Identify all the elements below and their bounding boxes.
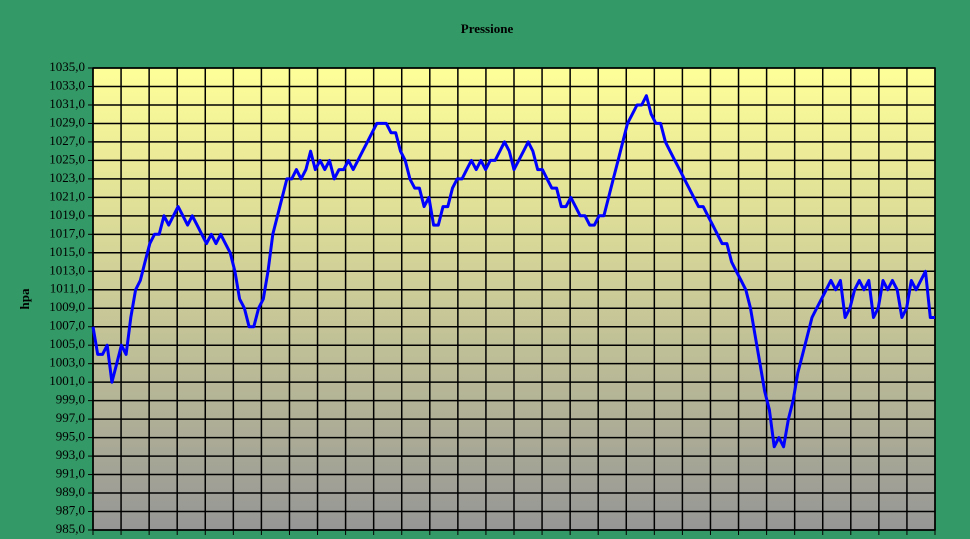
y-tick-label: 991,0: [56, 466, 85, 481]
y-tick-label: 1007,0: [49, 318, 85, 333]
y-tick-label: 1035,0: [49, 59, 85, 74]
y-tick-label: 1017,0: [49, 225, 85, 240]
y-tick-label: 1001,0: [49, 373, 85, 388]
data-line: [91, 94, 935, 449]
y-tick-label: 1025,0: [49, 151, 85, 166]
y-tick-label: 1019,0: [49, 207, 85, 222]
plot-border: [92, 67, 936, 531]
chart-title: Pressione: [461, 21, 514, 36]
y-tick-label: 1031,0: [49, 96, 85, 111]
y-tick-label: 1005,0: [49, 336, 85, 351]
y-tick-label: 997,0: [56, 410, 85, 425]
y-tick-label: 995,0: [56, 429, 85, 444]
y-tick-label: 1003,0: [49, 355, 85, 370]
y-tick-label: 1021,0: [49, 188, 85, 203]
y-tick-label: 1009,0: [49, 299, 85, 314]
y-tick-label: 1033,0: [49, 77, 85, 92]
y-tick-label: 1023,0: [49, 170, 85, 185]
y-tick-label: 987,0: [56, 503, 85, 518]
y-tick-label: 1027,0: [49, 133, 85, 148]
y-tick-label: 1029,0: [49, 114, 85, 129]
y-tick-label: 993,0: [56, 447, 85, 462]
y-tick-label: 1011,0: [50, 281, 85, 296]
y-tick-label: 989,0: [56, 484, 85, 499]
y-tick-label: 999,0: [56, 392, 85, 407]
y-tick-label: 1013,0: [49, 262, 85, 277]
y-axis-label: hpa: [17, 288, 32, 309]
y-tick-label: 985,0: [56, 521, 85, 536]
y-tick-label: 1015,0: [49, 244, 85, 259]
